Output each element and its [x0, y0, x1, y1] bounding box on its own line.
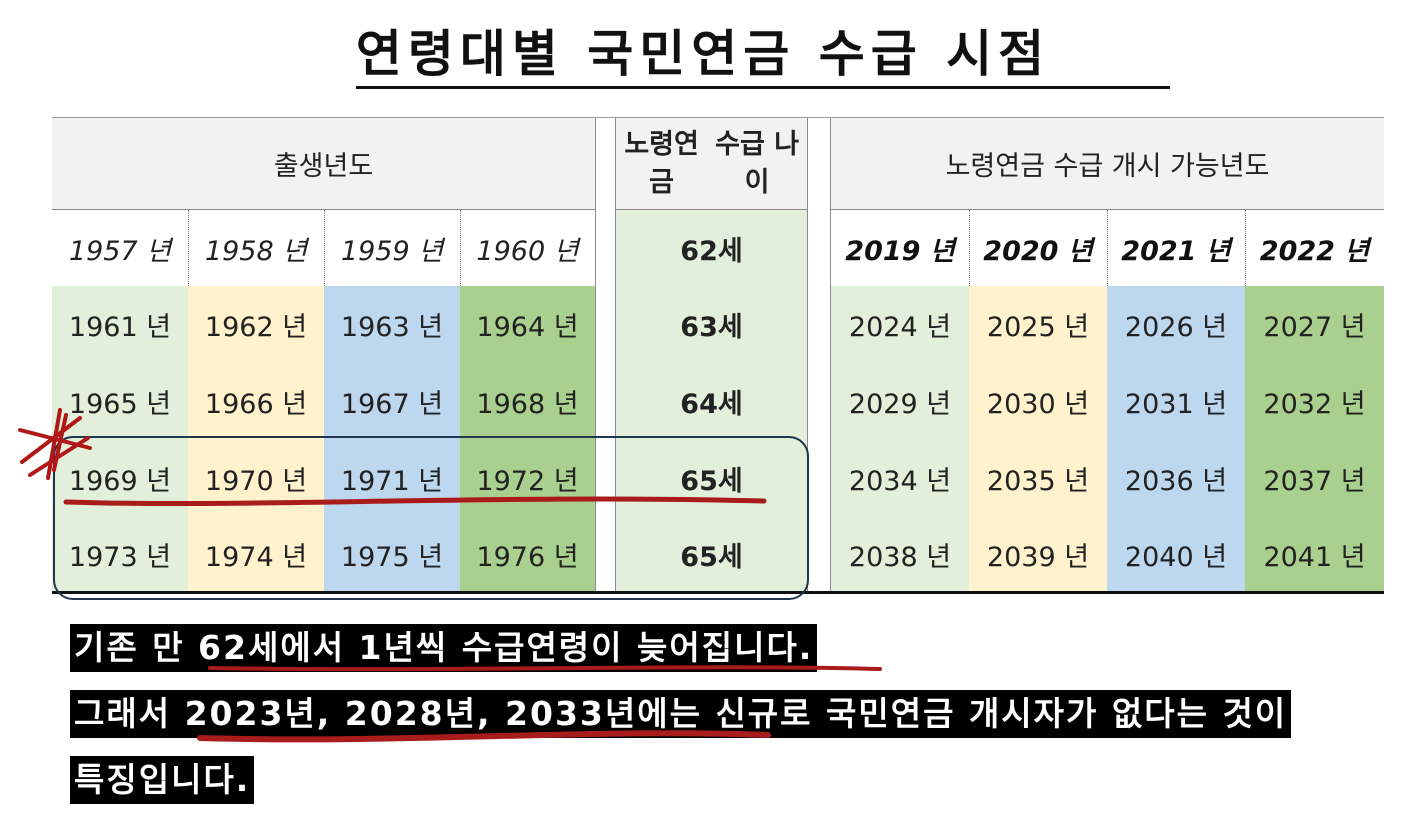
- table-cell-age: 63세: [616, 286, 807, 363]
- table-column-divider: [460, 210, 461, 286]
- table-cell-year: 2024 년: [831, 286, 969, 363]
- header-birth-year: 출생년도: [52, 118, 595, 210]
- table-cell-birth: 1965 년: [52, 363, 188, 440]
- table-column-divider: [324, 210, 325, 286]
- table-cell-birth: 1962 년: [188, 286, 324, 363]
- table-cell-birth: 1976 년: [460, 517, 595, 592]
- table-column-divider: [969, 210, 970, 286]
- table-cell-year: 2041 년: [1245, 517, 1384, 592]
- table-cell-birth: 1974 년: [188, 517, 324, 592]
- table-cell-year: 2020 년: [969, 210, 1107, 286]
- table-cell-birth: 1975 년: [324, 517, 460, 592]
- table-cell-birth: 1957 년: [52, 210, 188, 286]
- table-cell-birth: 1973 년: [52, 517, 188, 592]
- table-top-border: [52, 117, 1384, 118]
- note-line-2: 그래서 2023년, 2028년, 2033년에는 신규로 국민연금 개시자가 …: [70, 690, 1292, 738]
- table-cell-year: 2038 년: [831, 517, 969, 592]
- table-cell-year: 2035 년: [969, 440, 1107, 517]
- table-gap-border: [830, 118, 831, 592]
- header-pension-age: 노령연금 수급 나이: [616, 118, 807, 210]
- table-cell-year: 2032 년: [1245, 363, 1384, 440]
- table-gap-border: [595, 118, 596, 592]
- table-cell-year: 2039 년: [969, 517, 1107, 592]
- title-underline: [356, 86, 1170, 89]
- table-cell-year: 2031 년: [1107, 363, 1245, 440]
- table-cell-year: 2025 년: [969, 286, 1107, 363]
- header-start-year: 노령연금 수급 개시 가능년도: [831, 118, 1384, 210]
- table-cell-birth: 1968 년: [460, 363, 595, 440]
- table-cell-year: 2034 년: [831, 440, 969, 517]
- table-cell-birth: 1958 년: [188, 210, 324, 286]
- table-column-divider: [1107, 210, 1108, 286]
- table-cell-year: 2030 년: [969, 363, 1107, 440]
- table-cell-year: 2027 년: [1245, 286, 1384, 363]
- table-column-divider: [188, 210, 189, 286]
- table-cell-birth: 1961 년: [52, 286, 188, 363]
- table-cell-year: 2040 년: [1107, 517, 1245, 592]
- table-cell-age: 65세: [616, 517, 807, 592]
- table-column-divider: [1245, 210, 1246, 286]
- table-gap-border: [615, 118, 616, 592]
- table-cell-year: 2022 년: [1245, 210, 1384, 286]
- note-line-1: 기존 만 62세에서 1년씩 수급연령이 늦어집니다.: [70, 624, 818, 672]
- table-cell-year: 2036 년: [1107, 440, 1245, 517]
- table-cell-birth: 1963 년: [324, 286, 460, 363]
- table-cell-age: 62세: [616, 210, 807, 286]
- table-cell-year: 2026 년: [1107, 286, 1245, 363]
- note-line-3: 특징입니다.: [70, 756, 255, 804]
- table-cell-year: 2037 년: [1245, 440, 1384, 517]
- table-cell-birth: 1966 년: [188, 363, 324, 440]
- table-cell-age: 64세: [616, 363, 807, 440]
- table-cell-year: 2021 년: [1107, 210, 1245, 286]
- table-cell-year: 2019 년: [831, 210, 969, 286]
- table-cell-birth: 1967 년: [324, 363, 460, 440]
- table-cell-birth: 1964 년: [460, 286, 595, 363]
- page-title: 연령대별 국민연금 수급 시점: [355, 25, 1051, 83]
- header-pension-age-line2: 수급 나이: [715, 128, 800, 198]
- table-cell-birth: 1959 년: [324, 210, 460, 286]
- table-cell-birth: 1960 년: [460, 210, 595, 286]
- highlight-box: [53, 436, 809, 600]
- table-cell-year: 2029 년: [831, 363, 969, 440]
- table-bottom-border: [52, 591, 1384, 594]
- table-gap-border: [807, 118, 808, 592]
- header-pension-age-line1: 노령연금: [624, 128, 699, 198]
